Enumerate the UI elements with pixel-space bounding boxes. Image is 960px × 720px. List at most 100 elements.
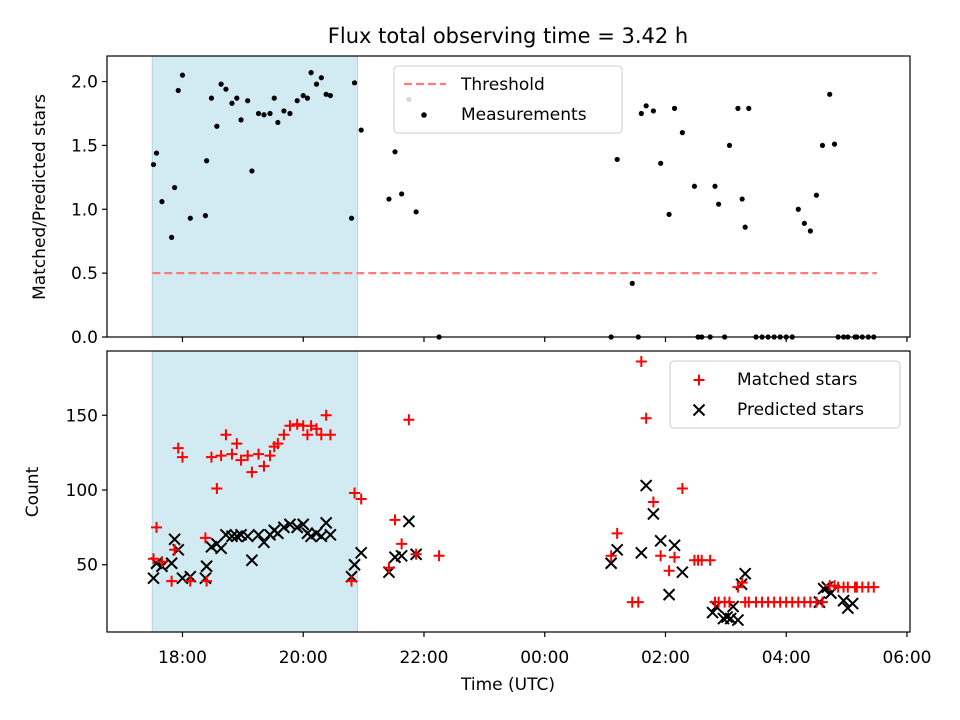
matched-point [410, 548, 422, 560]
measurement-point [223, 86, 229, 92]
measurement-point [159, 199, 165, 205]
measurement-point [650, 108, 657, 114]
legend-measurements-swatch [421, 112, 427, 118]
predicted-point [245, 554, 259, 567]
bottom-xtick-label: 04:00 [762, 648, 811, 668]
matched-point [346, 575, 358, 587]
top-ytick-label: 0.5 [71, 264, 98, 284]
measurement-point [742, 224, 748, 230]
matched-point [253, 448, 265, 460]
matched-point [723, 596, 735, 608]
matched-point [816, 596, 828, 608]
top-ytick-label: 1.0 [71, 200, 98, 220]
measurement-point [746, 105, 752, 111]
measurement-point [287, 110, 293, 117]
matched-point [169, 544, 181, 556]
matched-point [184, 575, 196, 587]
measurement-point [358, 127, 364, 133]
measurement-point [327, 92, 333, 99]
predicted-point [165, 557, 178, 570]
predicted-point [147, 571, 160, 585]
predicted-point [720, 610, 734, 624]
predicted-point [324, 528, 337, 542]
bottom-xtick-label: 06:00 [882, 648, 931, 668]
predicted-point [654, 534, 667, 548]
legend-threshold-label: Threshold [460, 75, 545, 95]
measurement-point [249, 168, 255, 174]
measurement-point [813, 192, 820, 198]
top-ytick-label: 0.0 [71, 328, 98, 348]
measurement-point [202, 213, 209, 219]
predicted-point [635, 546, 648, 559]
top-legend-frame [393, 65, 623, 134]
measurement-point [807, 228, 813, 234]
measurement-point [267, 110, 273, 117]
predicted-point [846, 597, 859, 610]
matched-point [284, 420, 296, 432]
measurement-point [204, 158, 210, 164]
predicted-point [676, 566, 689, 579]
measurement-point [348, 215, 355, 221]
matched-point [349, 487, 361, 499]
observing-window-shade [151, 350, 359, 633]
matched-point [647, 496, 659, 508]
predicted-point [402, 515, 416, 528]
measurement-point [392, 149, 398, 155]
top-ytick-label: 1.5 [71, 136, 98, 156]
measurement-point [679, 130, 685, 136]
matched-point [324, 429, 336, 441]
measurement-point [234, 95, 240, 101]
bottom-legend: Matched stars Predicted stars [669, 360, 901, 429]
matched-point [611, 527, 623, 539]
matched-point [205, 451, 217, 463]
predicted-point [283, 518, 297, 531]
bottom-plot-frame [106, 350, 911, 633]
matched-point [669, 551, 681, 563]
measurement-point [208, 95, 215, 101]
measurement-point [735, 105, 741, 111]
matched-point [655, 550, 667, 562]
measurement-point [691, 183, 698, 189]
legend-matched-marker [693, 374, 705, 386]
matched-point [301, 429, 313, 441]
matched-point [272, 438, 284, 450]
bottom-xtick-label: 20:00 [279, 648, 328, 668]
measurement-point [187, 215, 193, 221]
matched-point [676, 483, 688, 495]
measurement-point [666, 211, 672, 217]
measurement-point [739, 196, 745, 202]
bottom-xtick-label: 18:00 [158, 648, 207, 668]
matched-point [291, 418, 303, 430]
matched-point [147, 553, 159, 565]
top-panel: 0.00.51.01.52.0 Matched/Predicted stars … [30, 55, 911, 348]
matched-point [640, 412, 652, 424]
bottom-xlabel: Time (UTC) [460, 675, 555, 695]
legend-predicted-marker [692, 403, 706, 417]
measurement-point [275, 119, 281, 126]
measurement-point [629, 280, 635, 286]
bottom-ylabel: Count [23, 466, 43, 517]
matched-point [278, 429, 290, 441]
measurement-point [229, 100, 235, 106]
matched-point [704, 554, 716, 566]
predicted-point [731, 613, 745, 627]
matched-point [635, 355, 647, 367]
matched-point [242, 450, 254, 462]
matched-point [211, 483, 223, 495]
measurement-point [658, 160, 664, 166]
bottom-xtick-label: 02:00 [641, 648, 690, 668]
chart-title: Flux total observing time = 3.42 h [328, 24, 688, 48]
predicted-point [610, 543, 624, 557]
measurement-point [827, 91, 833, 97]
measurement-point [261, 112, 267, 118]
matched-point [246, 466, 258, 478]
measurement-point [218, 81, 224, 87]
predicted-point [821, 580, 834, 594]
predicted-point [200, 560, 213, 573]
predicted-point [706, 606, 719, 619]
bottom-xtick-label: 22:00 [399, 648, 448, 668]
matched-point [166, 575, 178, 587]
measurement-point [643, 103, 649, 109]
matched-point [264, 450, 276, 462]
matched-point [231, 438, 243, 450]
